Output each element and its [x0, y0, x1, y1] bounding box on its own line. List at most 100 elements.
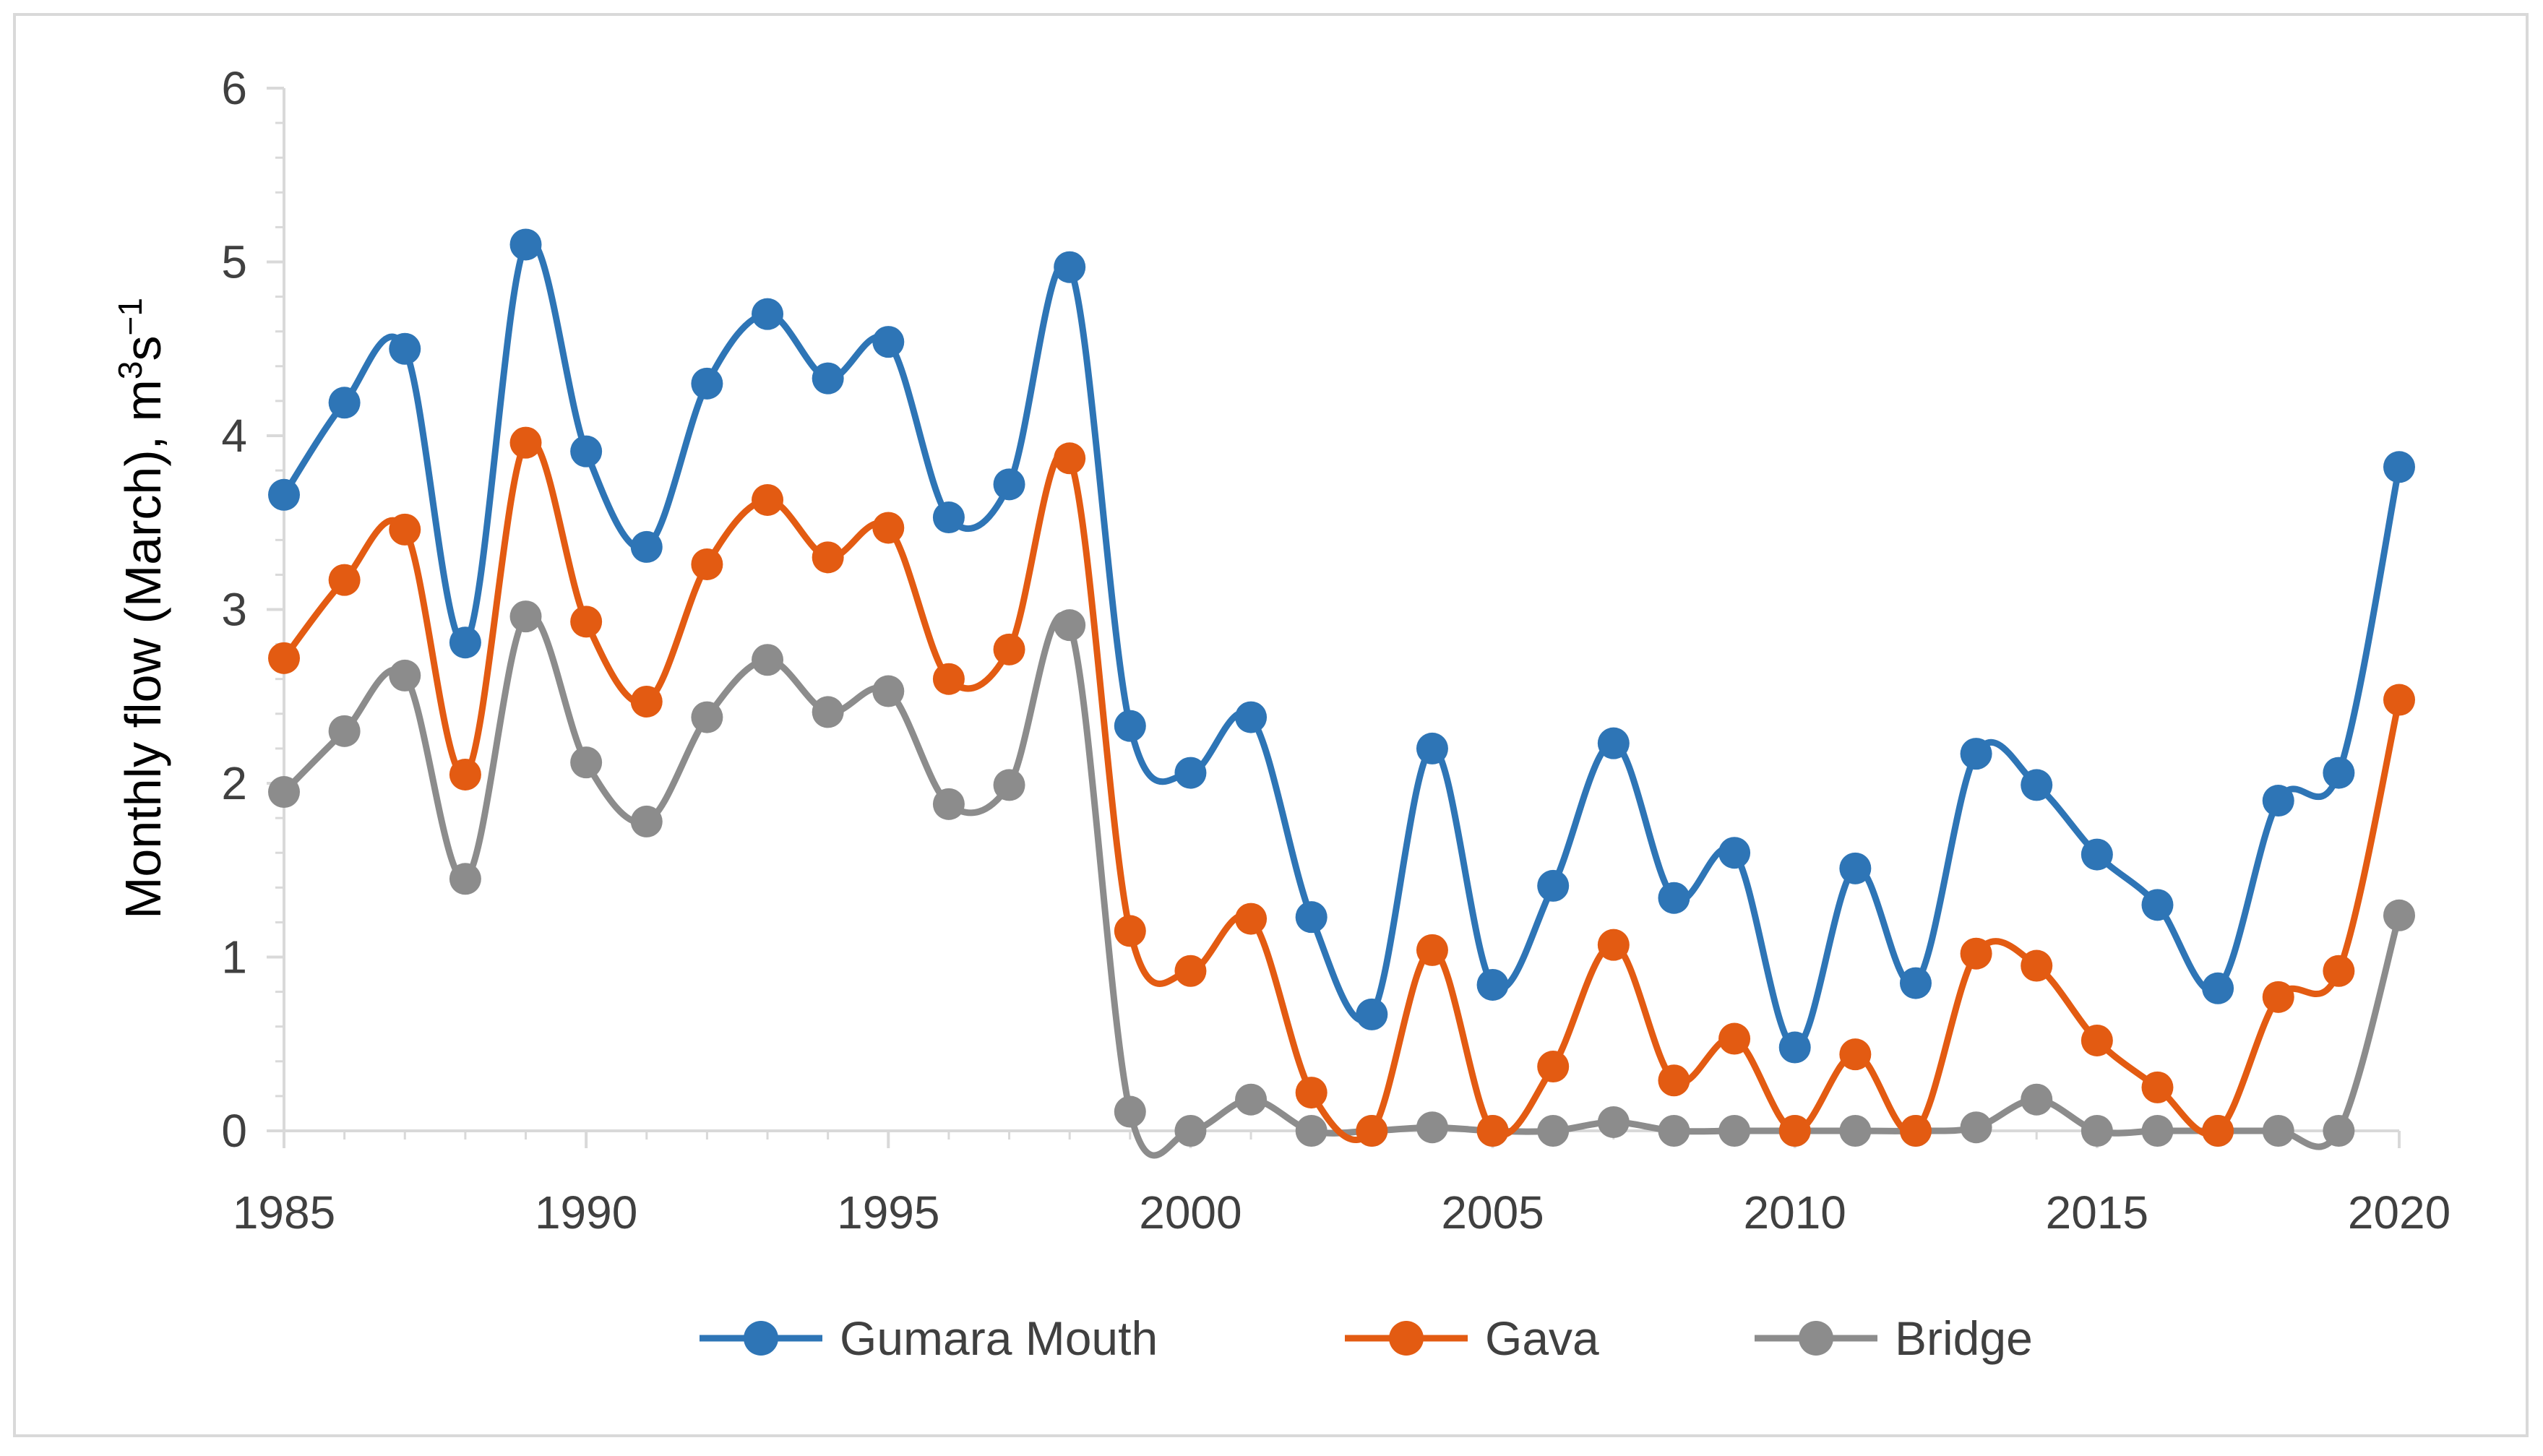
- series-group: [268, 228, 2415, 1159]
- y-tick-label: 5: [221, 236, 247, 288]
- data-point-bridge: [812, 696, 844, 728]
- data-point-gava: [328, 564, 361, 596]
- data-point-gumara-mouth: [993, 468, 1025, 501]
- y-tick-label: 2: [221, 757, 247, 809]
- legend-label: Bridge: [1895, 1311, 2033, 1365]
- data-point-gumara-mouth: [509, 228, 542, 261]
- data-point-bridge: [509, 600, 542, 633]
- data-point-gava: [509, 426, 542, 459]
- data-point-gumara-mouth: [1114, 710, 1146, 742]
- data-point-gumara-mouth: [2141, 889, 2174, 921]
- data-point-gava: [1658, 1064, 1690, 1097]
- data-point-gumara-mouth: [1416, 732, 1448, 764]
- data-point-bridge: [1718, 1115, 1751, 1147]
- x-tick-label: 2000: [1139, 1186, 1242, 1239]
- data-point-gava: [1295, 1077, 1328, 1109]
- legend: Gumara Mouth Gava Bridge: [700, 1311, 2033, 1365]
- data-point-gumara-mouth: [2202, 972, 2234, 1004]
- data-point-bridge: [1658, 1115, 1690, 1147]
- data-point-gava: [1537, 1051, 1570, 1083]
- data-point-gava: [1356, 1115, 1388, 1147]
- legend-swatch-marker: [1799, 1321, 1833, 1356]
- series-line-bridge: [280, 611, 2403, 1159]
- y-tick-label: 0: [221, 1105, 247, 1157]
- data-point-gumara-mouth: [1960, 738, 1992, 770]
- data-point-gumara-mouth: [2021, 769, 2053, 801]
- data-point-gava: [449, 758, 481, 791]
- x-tick-label: 2010: [1744, 1186, 1846, 1239]
- data-point-gumara-mouth: [268, 478, 300, 511]
- legend-item-bridge: Bridge: [1755, 1311, 2033, 1365]
- data-point-gava: [2081, 1024, 2113, 1056]
- y-axis-title-sup2: −1: [111, 298, 149, 335]
- data-point-gava: [1416, 934, 1448, 966]
- data-point-gava: [1054, 442, 1086, 475]
- data-point-gumara-mouth: [872, 326, 905, 358]
- series-line-gumara-mouth: [280, 238, 2403, 1051]
- data-point-gumara-mouth: [1537, 869, 1570, 902]
- data-point-bridge: [993, 769, 1025, 801]
- x-tick-label: 1990: [535, 1186, 637, 1239]
- data-point-gava: [1839, 1038, 1872, 1071]
- data-point-gumara-mouth: [752, 298, 784, 330]
- x-tick-label: 2005: [1441, 1186, 1544, 1239]
- data-point-bridge: [1597, 1106, 1630, 1138]
- data-point-gumara-mouth: [1899, 967, 1932, 999]
- data-point-gava: [932, 663, 965, 695]
- legend-item-gumara-mouth: Gumara Mouth: [700, 1311, 1158, 1365]
- data-point-gumara-mouth: [2383, 451, 2415, 483]
- data-point-gava: [2323, 955, 2355, 987]
- data-point-gava: [630, 685, 663, 718]
- series-gumara-mouth: [268, 228, 2415, 1064]
- data-point-gava: [812, 541, 844, 574]
- data-point-bridge: [1235, 1083, 1268, 1116]
- data-point-gumara-mouth: [1356, 998, 1388, 1030]
- data-point-bridge: [872, 675, 905, 707]
- legend-swatch-marker: [744, 1321, 778, 1356]
- data-point-bridge: [2383, 899, 2415, 931]
- data-point-bridge: [268, 776, 300, 809]
- legend-item-gava: Gava: [1345, 1311, 1599, 1365]
- y-tick-label: 6: [221, 62, 247, 114]
- data-point-gava: [389, 513, 421, 546]
- y-tick-label: 4: [221, 410, 247, 462]
- data-point-gava: [570, 606, 603, 638]
- y-tick-label: 1: [221, 931, 247, 983]
- y-axis-title: Monthly flow (March), m3s−1: [111, 298, 171, 919]
- series-gava: [268, 426, 2415, 1147]
- x-tick-label: 2015: [2046, 1186, 2148, 1239]
- data-point-gava: [1778, 1115, 1811, 1147]
- data-point-bridge: [1114, 1095, 1146, 1128]
- data-point-gava: [2141, 1071, 2174, 1103]
- data-point-gumara-mouth: [2081, 838, 2113, 871]
- data-point-bridge: [449, 863, 481, 895]
- data-point-bridge: [2323, 1115, 2355, 1147]
- data-point-gumara-mouth: [812, 362, 844, 395]
- data-point-bridge: [1295, 1115, 1328, 1147]
- data-point-bridge: [389, 659, 421, 692]
- data-point-gumara-mouth: [2323, 757, 2355, 789]
- legend-swatch-marker: [1389, 1321, 1424, 1356]
- data-point-gumara-mouth: [1839, 852, 1872, 884]
- data-point-gumara-mouth: [1476, 968, 1509, 1001]
- data-point-bridge: [630, 805, 663, 837]
- data-point-bridge: [691, 701, 723, 733]
- data-point-gava: [268, 642, 300, 674]
- axes: 0 1 2 3 4 5 6 1985 1990 1995 2000 2005 2010 2015 2020: [221, 62, 2451, 1239]
- data-point-gumara-mouth: [1718, 837, 1751, 869]
- data-point-gava: [1114, 915, 1146, 947]
- data-point-bridge: [570, 746, 603, 779]
- legend-label: Gumara Mouth: [840, 1311, 1158, 1365]
- data-point-bridge: [1839, 1115, 1872, 1147]
- x-ticks: 1985 1990 1995 2000 2005 2010 2015 2020: [233, 1131, 2451, 1239]
- data-point-bridge: [328, 715, 361, 747]
- data-point-gava: [1476, 1115, 1509, 1147]
- x-tick-label: 1995: [837, 1186, 939, 1239]
- data-point-gava: [1960, 937, 1992, 970]
- data-point-bridge: [932, 788, 965, 820]
- x-tick-label: 1985: [233, 1186, 335, 1239]
- legend-label: Gava: [1485, 1311, 1599, 1365]
- data-point-gumara-mouth: [328, 387, 361, 419]
- series-bridge: [268, 600, 2415, 1159]
